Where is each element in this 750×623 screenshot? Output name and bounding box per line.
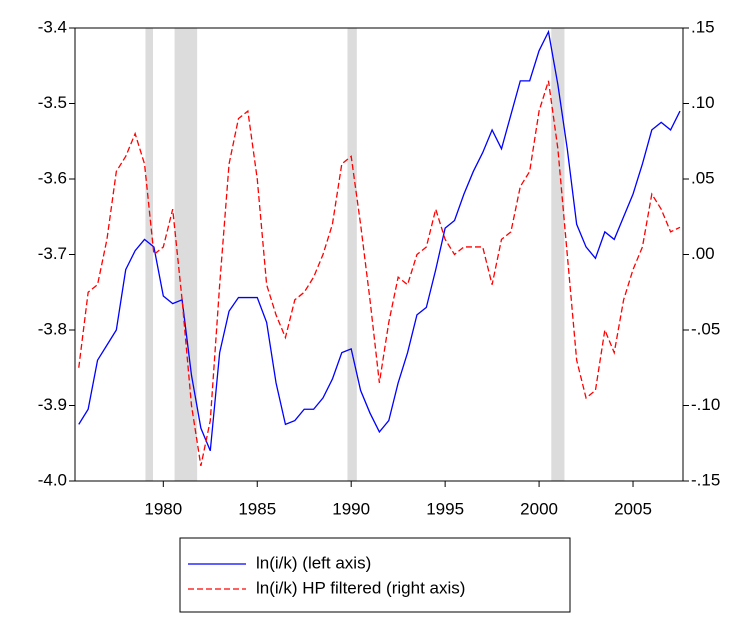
- y2-tick-label: .00: [691, 244, 715, 263]
- recession-band: [174, 28, 198, 481]
- x-tick-label: 1990: [332, 499, 370, 518]
- series-line: [78, 80, 681, 467]
- y2-tick-label: .10: [691, 93, 715, 112]
- x-tick-label: 1980: [144, 499, 182, 518]
- y2-tick-label: -.10: [691, 395, 720, 414]
- legend-box: [179, 537, 571, 613]
- recession-band: [551, 28, 565, 481]
- y-tick-label: -3.4: [38, 17, 67, 36]
- legend: ln(i/k) (left axis) ln(i/k) HP filtered (…: [179, 537, 571, 613]
- y-tick-label: -3.5: [38, 93, 67, 112]
- legend-label: ln(i/k) (left axis): [256, 553, 371, 572]
- legend-label: ln(i/k) HP filtered (right axis): [256, 578, 465, 597]
- y2-tick-label: .15: [691, 17, 715, 36]
- x-tick-label: 2005: [614, 499, 652, 518]
- y2-tick-label: -.15: [691, 470, 720, 489]
- y-tick-label: -3.9: [38, 395, 67, 414]
- recession-band: [347, 28, 357, 481]
- y-tick-label: -4.0: [38, 470, 67, 489]
- y-tick-label: -3.7: [38, 244, 67, 263]
- x-tick-label: 1995: [426, 499, 464, 518]
- y2-tick-label: -.05: [691, 319, 720, 338]
- series-line: [78, 29, 681, 452]
- x-tick-label: 1985: [238, 499, 276, 518]
- y2-tick-label: .05: [691, 168, 715, 187]
- x-tick-label: 2000: [520, 499, 558, 518]
- y-tick-label: -3.8: [38, 319, 67, 338]
- recession-band: [145, 28, 153, 481]
- y-tick-label: -3.6: [38, 168, 67, 187]
